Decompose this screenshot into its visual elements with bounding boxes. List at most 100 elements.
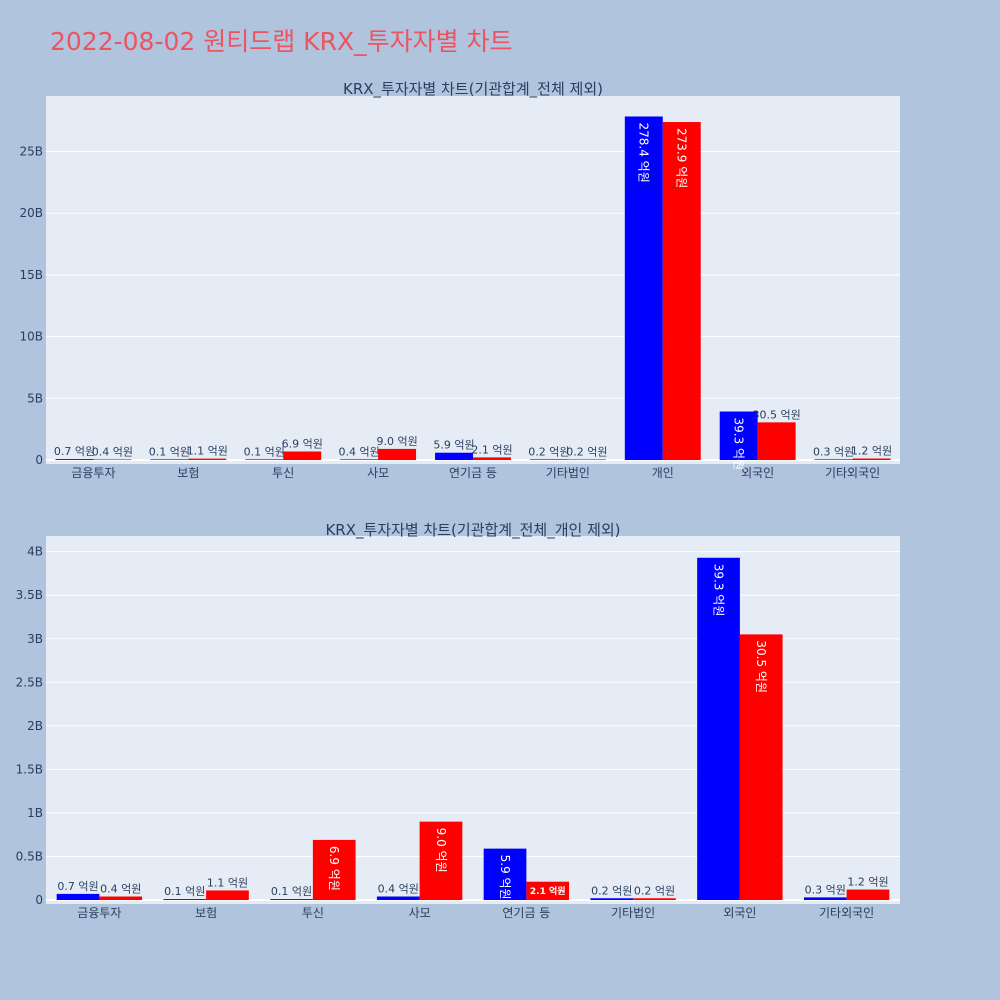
bar — [163, 899, 207, 900]
x-tick-label: 연기금 등 — [502, 906, 550, 920]
bar — [99, 896, 143, 900]
chart-1: 0 5B 10B 15B 20B 25B KRX_투자자별 차트(기관합계_전체 제외) 금융… — [19, 80, 900, 480]
y-tick-label: 0 — [35, 453, 43, 467]
data-label: 0.1 억원 — [271, 885, 312, 898]
x-tick-label: 기타법인 — [546, 466, 590, 480]
bar — [150, 459, 189, 460]
x-tick-label: 기타외국인 — [819, 906, 874, 920]
bar — [55, 459, 94, 460]
data-label: 2.1 억원 — [530, 885, 566, 897]
plot-area — [46, 96, 900, 464]
data-label: 273.9 억원 — [675, 128, 689, 188]
y-tick-label: 2.5B — [16, 675, 43, 689]
y-tick-label: 0.5B — [16, 849, 43, 863]
y-tick-label: 5B — [27, 391, 43, 405]
data-label: 0.1 억원 — [149, 445, 190, 458]
bar — [814, 459, 853, 460]
page-title: 2022-08-02 원티드랩 KRX_투자자별 차트 — [50, 27, 513, 56]
x-tick-label: 투신 — [272, 466, 294, 480]
bar — [526, 881, 570, 900]
bar — [529, 459, 568, 460]
data-label: 0.3 억원 — [813, 445, 854, 458]
bar — [852, 458, 891, 460]
x-tick-label: 투신 — [302, 906, 324, 920]
data-label: 0.1 억원 — [244, 445, 285, 458]
bar — [378, 448, 417, 460]
data-label: 2.1 억원 — [471, 443, 512, 456]
bar — [633, 898, 676, 900]
bar — [206, 890, 249, 900]
bar — [719, 411, 758, 460]
bar — [56, 893, 100, 900]
bar — [662, 122, 701, 461]
x-tick-label: 금융투자 — [71, 466, 115, 480]
x-tick-label: 연기금 등 — [449, 466, 497, 480]
data-label: 30.5 억원 — [754, 640, 768, 693]
data-label: 6.9 억원 — [327, 846, 341, 891]
data-label: 0.2 억원 — [634, 884, 675, 897]
bar — [270, 899, 313, 900]
y-tick-label: 25B — [19, 145, 43, 159]
y-tick-label: 3B — [27, 632, 43, 646]
bar — [846, 889, 890, 900]
data-label: 39.3 억원 — [731, 418, 745, 471]
y-tick-label: 3.5B — [16, 588, 43, 602]
data-label: 0.4 억원 — [339, 445, 380, 458]
bar — [93, 459, 132, 460]
bar — [376, 896, 420, 900]
chart-subtitle: KRX_투자자별 차트(기관합계_전체_개인 제외) — [325, 521, 620, 540]
y-tick-label: 0 — [35, 893, 43, 907]
data-label: 0.3 억원 — [805, 883, 846, 896]
x-tick-label: 외국인 — [741, 466, 774, 480]
data-label: 0.2 억원 — [528, 445, 569, 458]
data-label: 9.0 억원 — [434, 828, 448, 873]
data-label: 9.0 억원 — [376, 435, 417, 448]
data-label: 39.3 억원 — [711, 564, 725, 617]
x-tick-label: 사모 — [367, 466, 389, 480]
data-label: 0.2 억원 — [591, 884, 632, 897]
bar — [483, 848, 527, 900]
chart-2: 0 0.5B 1B 1.5B 2B 2.5B 3B 3.5B 4B KRX_투자자별 차트(기관합… — [16, 521, 900, 920]
data-label: 278.4 억원 — [637, 122, 651, 182]
x-tick-label: 개인 — [652, 466, 674, 480]
bar — [697, 557, 740, 900]
bar — [435, 452, 473, 460]
data-label: 0.7 억원 — [54, 445, 95, 458]
x-tick-label: 기타외국인 — [825, 466, 880, 480]
data-label: 0.1 억원 — [164, 885, 205, 898]
data-label: 0.4 억원 — [92, 445, 133, 458]
data-label: 0.2 억원 — [566, 445, 607, 458]
bar — [419, 821, 463, 900]
y-tick-label: 1B — [27, 806, 43, 820]
data-label: 5.9 억원 — [498, 855, 512, 900]
chart-subtitle: KRX_투자자별 차트(기관합계_전체 제외) — [343, 80, 603, 99]
x-tick-label: 외국인 — [723, 906, 756, 920]
y-tick-label: 20B — [19, 206, 43, 220]
data-label: 0.4 억원 — [378, 883, 419, 896]
data-label: 1.2 억원 — [851, 445, 892, 458]
bar — [590, 898, 634, 900]
bar — [757, 422, 796, 460]
y-tick-label: 2B — [27, 719, 43, 733]
x-tick-label: 보험 — [195, 906, 217, 920]
data-label: 1.1 억원 — [187, 445, 228, 458]
data-label: 1.2 억원 — [847, 876, 888, 889]
y-tick-label: 4B — [27, 545, 43, 559]
x-tick-label: 보험 — [177, 466, 199, 480]
data-label: 1.1 억원 — [207, 876, 248, 889]
bar — [567, 459, 606, 460]
bar — [340, 459, 379, 460]
data-label: 5.9 억원 — [433, 439, 474, 452]
data-label: 6.9 억원 — [282, 437, 323, 450]
x-tick-label: 사모 — [409, 906, 431, 920]
y-tick-label: 1.5B — [16, 762, 43, 776]
y-tick-label: 15B — [19, 268, 43, 282]
data-label: 30.5 억원 — [753, 408, 801, 421]
bar — [188, 458, 227, 460]
data-label: 0.4 억원 — [100, 883, 141, 896]
y-tick-label: 10B — [19, 330, 43, 344]
bar — [803, 897, 847, 900]
bar — [624, 116, 663, 460]
bar — [245, 459, 284, 460]
